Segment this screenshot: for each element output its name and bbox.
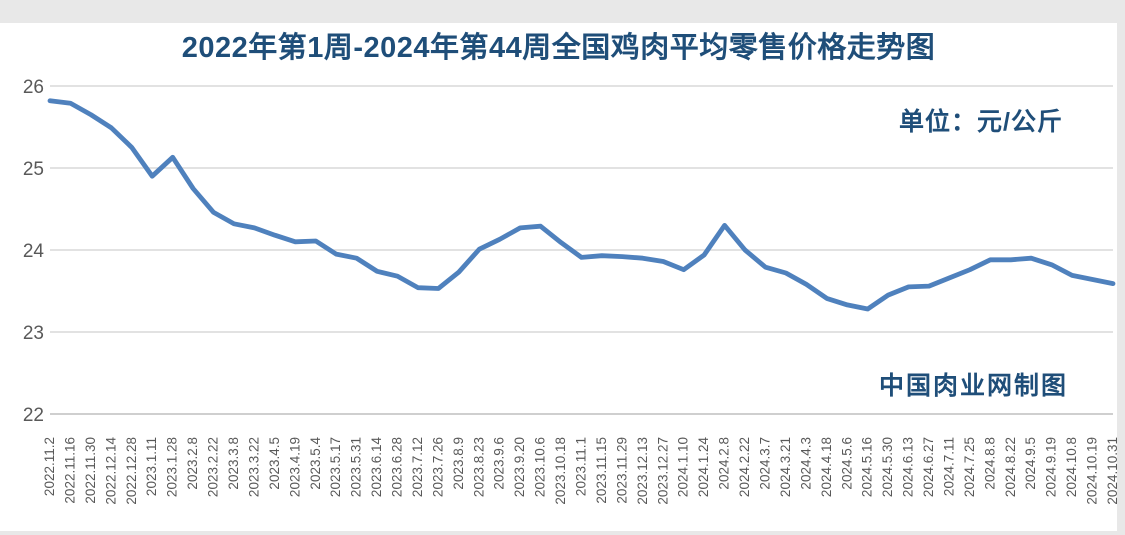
price-line [47, 98, 1116, 312]
x-axis-labels: 2022.11.2 2022.11.16 2022.11.30 2022.12.14 2… [42, 437, 1120, 505]
x-tick-label: 2022.12.14 [103, 437, 118, 505]
x-tick-label: 2023.8.9 [451, 437, 466, 490]
x-tick-label: 2024.7.25 [962, 437, 977, 497]
x-tick-label: 2024.9.19 [1044, 437, 1059, 497]
x-tick-label: 2023.5.4 [308, 437, 323, 490]
x-tick-label: 2023.10.6 [533, 437, 548, 497]
x-tick-label: 2024.2.22 [737, 437, 752, 497]
x-tick-label: 2023.11.1 [574, 437, 589, 496]
x-tick-label: 2023.6.28 [390, 437, 405, 497]
x-tick-label: 2022.11.30 [83, 437, 98, 504]
x-tick-label: 2024.5.6 [839, 437, 854, 490]
x-tick-label: 2023.11.29 [614, 437, 629, 504]
x-tick-label: 2024.10.8 [1064, 437, 1079, 497]
chart-title: 2022年第1周-2024年第44周全国鸡肉平均零售价格走势图 [181, 32, 936, 64]
x-tick-label: 2023.4.5 [267, 437, 282, 490]
x-tick-label: 2024.8.8 [982, 437, 997, 490]
x-tick-label: 2024.6.13 [901, 437, 916, 497]
x-tick-label: 2023.8.23 [471, 437, 486, 497]
price-line-series [47, 98, 1116, 312]
x-tick-label: 2023.12.27 [655, 437, 670, 505]
x-tick-label: 2023.2.8 [185, 437, 200, 490]
x-tick-label: 2024.5.16 [860, 437, 875, 497]
x-tick-label: 2023.12.13 [635, 437, 650, 505]
x-tick-label: 2024.7.11 [942, 437, 957, 496]
x-tick-label: 2023.9.20 [512, 437, 527, 497]
x-tick-label: 2024.4.3 [798, 437, 813, 490]
x-tick-label: 2023.1.28 [165, 437, 180, 497]
gridlines [50, 85, 1113, 415]
x-tick-label: 2024.1.10 [676, 437, 691, 497]
x-tick-label: 2024.4.18 [819, 437, 834, 497]
x-tick-label: 2023.7.26 [430, 437, 445, 497]
y-tick-label: 25 [23, 159, 44, 180]
y-tick-label: 26 [23, 77, 44, 98]
x-tick-label: 2023.10.18 [553, 437, 568, 505]
y-tick-label: 24 [23, 241, 45, 262]
x-tick-label: 2022.11.16 [62, 437, 77, 504]
x-tick-label: 2023.7.12 [410, 437, 425, 497]
x-tick-label: 2023.9.6 [492, 437, 507, 490]
x-tick-label: 2024.6.27 [921, 437, 936, 497]
x-tick-label: 2022.12.28 [124, 437, 139, 505]
y-tick-label: 22 [23, 405, 44, 426]
x-tick-label: 2024.8.22 [1003, 437, 1018, 497]
x-tick-label: 2024.2.8 [717, 437, 732, 490]
x-tick-label: 2024.9.5 [1023, 437, 1038, 490]
unit-label: 单位：元/公斤 [899, 108, 1063, 136]
watermark-label: 中国肉业网制图 [878, 372, 1068, 400]
y-axis-labels: 26 25 24 23 22 [23, 77, 45, 426]
x-tick-label: 2023.11.15 [594, 437, 609, 504]
chart-card [0, 23, 1117, 531]
x-tick-label: 2024.5.30 [880, 437, 895, 497]
x-tick-label: 2024.3.21 [778, 437, 793, 497]
x-tick-label: 2023.6.14 [369, 437, 384, 498]
x-tick-label: 2023.2.22 [206, 437, 221, 497]
x-tick-label: 2024.10.19 [1085, 437, 1100, 505]
x-tick-label: 2023.5.17 [328, 437, 343, 497]
x-tick-label: 2024.10.31 [1105, 437, 1120, 505]
x-tick-label: 2022.11.2 [42, 437, 57, 496]
x-tick-label: 2024.3.7 [758, 437, 773, 490]
x-tick-label: 2023.3.22 [246, 437, 261, 497]
x-tick-label: 2023.1.11 [144, 437, 159, 496]
x-tick-label: 2023.3.8 [226, 437, 241, 490]
y-tick-label: 23 [23, 323, 44, 344]
x-tick-label: 2023.5.31 [349, 437, 364, 497]
x-tick-label: 2023.4.19 [287, 437, 302, 497]
x-tick-label: 2024.1.24 [696, 437, 711, 498]
